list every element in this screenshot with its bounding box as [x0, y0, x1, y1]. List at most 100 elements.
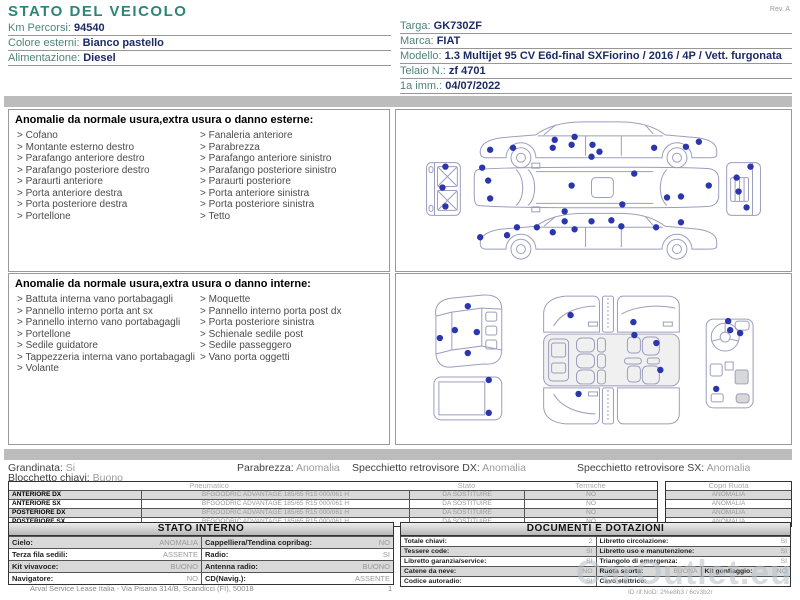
cell-value: SI — [780, 558, 787, 565]
external-anomalies-title: Anomalie da normale usura,extra usura o … — [15, 114, 314, 126]
cell-value: ASSENTE — [162, 550, 198, 559]
info-value: 94540 — [74, 22, 105, 34]
anomaly-item: Portellone — [17, 211, 196, 223]
watermark: CarOutlet.eu — [576, 554, 793, 592]
anomaly-item: Parabrezza — [200, 142, 379, 154]
footer-company-address: Arval Service Lease Italia - Via Pisana … — [30, 584, 254, 593]
copri-ruota-table: Copri Ruota ANOMALIA ANOMALIA ANOMALIA A… — [665, 481, 792, 527]
summary-value: Buono — [92, 472, 124, 484]
info-value: Bianco pastello — [82, 37, 164, 49]
anomaly-item: Parafango anteriore sinistro — [200, 153, 379, 165]
anomaly-item: Sedile guidatore — [17, 340, 196, 352]
cell-value: ASSENTE — [354, 574, 390, 583]
tyre-description: BFGOODRIC ADVANTAGE 185/65 R15 000/061 H — [141, 509, 409, 517]
anomaly-item: Parafango posteriore sinistro — [200, 165, 379, 177]
anomaly-item: Vano porta oggetti — [200, 352, 379, 364]
section-divider-bar — [4, 96, 792, 107]
tyre-position: POSTERIORE SX — [12, 518, 66, 525]
internal-damage-diagram-panel — [395, 273, 792, 445]
table-row: Codice autoradio: SI Cavo elettrico: — [401, 576, 790, 586]
cell-value: NO — [582, 568, 593, 575]
anomaly-item: Battuta interna vano portabagagli — [17, 294, 196, 306]
table-cell: Antenna radio: BUONO — [201, 561, 393, 572]
anomaly-item: Pannello interno vano portabagagli — [17, 317, 196, 329]
table-cell: Totale chiavi: 2 — [401, 537, 596, 546]
anomaly-item: Porta posteriore sinistra — [200, 199, 379, 211]
cell-value: BUONO — [170, 562, 198, 571]
tyre-row-posteriore-dx: POSTERIORE DX BFGOODRIC ADVANTAGE 185/65… — [9, 508, 657, 517]
tyre-position: ANTERIORE SX — [12, 500, 61, 507]
copri-ruota-value: ANOMALIA — [711, 509, 746, 516]
info-label: Targa: — [400, 20, 431, 32]
summary-blocchetto-chiavi: Blocchetto chiavi: Buono — [8, 472, 124, 484]
cell-label: Cielo: — [12, 538, 33, 547]
interior-outline-views — [433, 294, 754, 425]
anomaly-item: Porta posteriore destra — [17, 199, 196, 211]
info-label: Modello: — [400, 50, 442, 62]
section-divider-bar — [4, 449, 792, 460]
copri-ruota-value: ANOMALIA — [711, 491, 746, 498]
interior-damage-dots — [436, 302, 744, 417]
table-row: Kit vivavoce: BUONO Antenna radio: BUONO — [9, 560, 393, 572]
info-label: Colore esterni: — [8, 37, 80, 49]
anomaly-item: Schienale sedile post — [200, 329, 379, 341]
table-row: Totale chiavi: 2 Libretto circolazione: … — [401, 536, 790, 546]
info-value: 04/07/2022 — [445, 80, 501, 92]
info-value: FIAT — [436, 35, 461, 47]
info-row-alimentazione: Alimentazione: Diesel — [8, 51, 391, 66]
tyre-stato: DA SOSTITUIRE — [409, 491, 524, 499]
table-cell: Triangolo di emergenza: SI — [595, 557, 791, 566]
anomaly-item: Portellone — [17, 329, 196, 341]
cell-value: NO — [776, 568, 787, 575]
table-row: Cielo: ANOMALIA Cappelliera/Tendina copr… — [9, 536, 393, 548]
summary-value: Anomalia — [482, 462, 526, 474]
table-cell: Libretto garanzia/service: SI — [401, 557, 596, 566]
info-value: 1.3 Multijet 95 CV E6d-final SXFiorino /… — [444, 50, 782, 62]
stato-interno-table: STATO INTERNO Cielo: ANOMALIA Cappellier… — [8, 522, 394, 585]
exterior-damage-dots — [439, 133, 754, 241]
table-cell: Terza fila sedili: ASSENTE — [9, 549, 201, 560]
external-damage-diagram-panel — [395, 109, 792, 272]
summary-label: Specchietto retrovisore DX: — [352, 462, 480, 474]
table-cell: Cappelliera/Tendina copribag: NO — [201, 537, 393, 548]
table-row: Libretto garanzia/service: SI Triangolo … — [401, 556, 790, 566]
cell-label: Terza fila sedili: — [12, 550, 68, 559]
anomaly-item: Pannello interno porta ant sx — [17, 306, 196, 318]
anomaly-item: Cofano — [17, 130, 196, 142]
vehicle-info-left: Km Percorsi: 94540 Colore esterni: Bianc… — [8, 21, 391, 66]
table-cell: Kit vivavoce: BUONO — [9, 561, 201, 572]
table-cell: Libretto uso e manutenzione: SI — [595, 547, 791, 556]
cell-value: BUONO — [362, 562, 390, 571]
info-row-modello: Modello: 1.3 Multijet 95 CV E6d-final SX… — [400, 49, 792, 64]
page-title: STATO DEL VEICOLO — [8, 3, 188, 20]
cell-label: Antenna radio: — [205, 562, 258, 571]
tyre-position: ANTERIORE DX — [12, 491, 62, 498]
cell-value: 2 — [588, 538, 593, 545]
cell-label: Libretto garanzia/service: — [404, 558, 487, 565]
cell-value: BUONA — [673, 568, 698, 575]
tyre-row-anteriore-dx: ANTERIORE DX BFGOODRIC ADVANTAGE 185/65 … — [9, 490, 657, 499]
anomaly-item: Parafango anteriore destro — [17, 153, 196, 165]
anomaly-item: Tappezzeria interna vano portabagagli — [17, 352, 196, 364]
summary-parabrezza: Parabrezza: Anomalia — [237, 463, 340, 474]
cell-label: Tessere code: — [404, 548, 450, 555]
cell-value: SI — [586, 578, 593, 585]
copri-ruota-row: ANOMALIA — [666, 499, 791, 508]
anomaly-item: Moquette — [200, 294, 379, 306]
summary-label: Grandinata: — [8, 462, 63, 474]
tyre-termiche: NO — [524, 509, 657, 517]
anomaly-item: Montante esterno destro — [17, 142, 196, 154]
tyre-stato: DA SOSTITUIRE — [409, 500, 524, 508]
cell-value: NO — [186, 574, 198, 583]
info-label: Km Percorsi: — [8, 22, 71, 34]
cell-value: SI — [780, 538, 787, 545]
cell-label: CD(Navig.): — [205, 574, 246, 583]
info-label: 1a imm.: — [400, 80, 443, 92]
cell-label: Triangolo di emergenza: — [599, 558, 678, 565]
documenti-title: DOCUMENTI E DOTAZIONI — [401, 523, 790, 536]
info-value: GK730ZF — [433, 20, 482, 32]
cell-label: Totale chiavi: — [404, 538, 447, 545]
internal-anomalies-panel: Anomalie da normale usura,extra usura o … — [8, 273, 390, 445]
info-row-marca: Marca: FIAT — [400, 34, 792, 49]
tyre-position: POSTERIORE DX — [12, 509, 66, 516]
